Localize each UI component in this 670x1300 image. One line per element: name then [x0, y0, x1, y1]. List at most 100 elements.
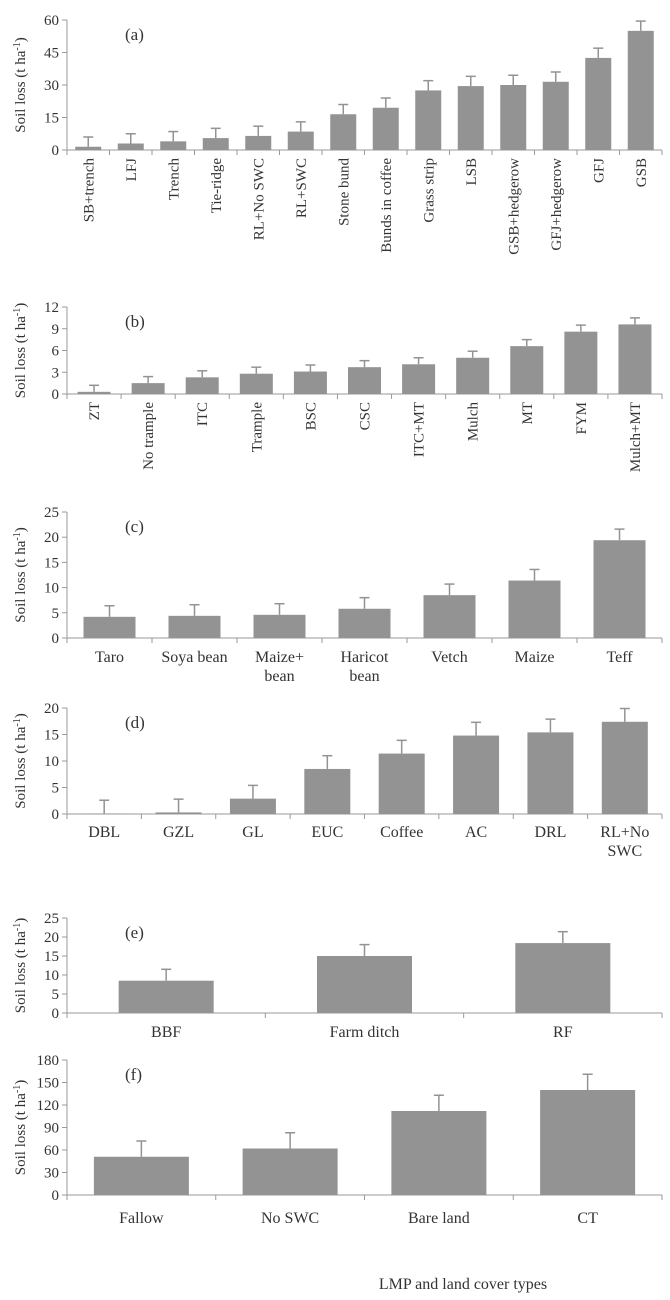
- x-tick-label: Mulch+MT: [628, 402, 644, 472]
- x-tick-label: BSC: [303, 402, 319, 430]
- x-tick-label: Trench: [166, 158, 182, 200]
- bar: [593, 540, 646, 638]
- x-tick-label: SB+trench: [81, 158, 97, 223]
- x-tick-label: ZT: [87, 402, 103, 420]
- x-tick-label: ITC: [195, 402, 211, 426]
- bar: [423, 595, 476, 638]
- x-tick-label: Fallow: [119, 1210, 164, 1227]
- bar: [242, 1148, 338, 1195]
- bar: [155, 812, 202, 814]
- bar: [93, 1156, 189, 1195]
- bar: [508, 580, 561, 638]
- x-tick-label: BBF: [151, 1024, 181, 1041]
- bar: [117, 143, 144, 150]
- x-tick-label: EUC: [311, 824, 343, 841]
- bar: [160, 141, 187, 150]
- bar: [185, 377, 219, 394]
- bar: [348, 367, 381, 394]
- y-tick-label: 12: [44, 300, 59, 316]
- y-tick-label: 30: [44, 78, 59, 94]
- bar: [131, 383, 165, 394]
- x-tick-label: AC: [465, 824, 487, 841]
- y-axis-label: Soil loss (t ha-1): [12, 1080, 29, 1175]
- y-tick-label: 45: [44, 46, 59, 62]
- y-tick-label: 15: [44, 949, 59, 965]
- bar: [540, 1090, 636, 1195]
- panel-label: (f): [125, 1065, 142, 1084]
- x-tick-label: GFJ+hedgerow: [549, 158, 565, 251]
- x-tick-label: No trample: [141, 402, 157, 470]
- y-tick-label: 60: [44, 1143, 59, 1159]
- x-tick-label: RL+No SWC: [600, 824, 649, 860]
- panel-label: (a): [125, 25, 144, 44]
- bar: [601, 721, 648, 814]
- x-tick-label: Maize: [515, 649, 555, 666]
- bar: [77, 391, 111, 394]
- y-axis-label: Soil loss (t ha-1): [12, 713, 29, 808]
- x-tick-label: Mulch: [466, 402, 482, 442]
- bar: [527, 732, 574, 814]
- y-tick-label: 10: [44, 581, 59, 597]
- x-tick-label: RL+SWC: [294, 158, 310, 218]
- y-tick-label: 0: [52, 143, 60, 159]
- bar: [564, 331, 598, 394]
- x-tick-label: GL: [242, 824, 263, 841]
- bar: [618, 324, 652, 394]
- x-tick-label: GSB+hedgerow: [506, 158, 522, 255]
- bar: [75, 146, 102, 150]
- x-tick-label: MT: [520, 402, 536, 425]
- y-axis-label: Soil loss (t ha-1): [12, 303, 29, 398]
- x-tick-label: GFJ: [591, 158, 607, 183]
- chart-panel-4: 0 5 10 15 20 DBL GZL GL EUC Coffee AC DRL RL+No SWC (d…: [12, 701, 663, 860]
- bar: [457, 86, 484, 150]
- figure-x-axis-label: LMP and land cover types: [379, 1276, 547, 1293]
- y-tick-label: 0: [52, 387, 60, 403]
- x-tick-label: Stone bund: [336, 158, 352, 226]
- x-tick-label: DRL: [534, 824, 566, 841]
- bar: [287, 131, 314, 150]
- x-tick-label: Teff: [606, 649, 633, 666]
- chart-panel-6: 0 30 60 90 120 150 180 Fallow No SWC Bare land CT (…: [12, 1053, 663, 1227]
- x-tick-label: Farm ditch: [330, 1024, 400, 1041]
- y-tick-label: 0: [52, 1006, 60, 1022]
- bar: [202, 138, 229, 150]
- panel-label: (e): [125, 923, 144, 942]
- bar: [378, 753, 425, 814]
- x-tick-label: GSB: [634, 158, 650, 187]
- bar: [415, 90, 442, 150]
- x-tick-label: LFJ: [124, 158, 140, 182]
- x-tick-label: Soya bean: [161, 649, 227, 666]
- y-tick-label: 20: [44, 701, 59, 717]
- y-tick-label: 20: [44, 530, 59, 546]
- y-tick-label: 150: [37, 1076, 60, 1092]
- bar: [500, 85, 527, 150]
- panel-label: (b): [125, 312, 145, 331]
- x-tick-label: RF: [553, 1024, 573, 1041]
- y-tick-label: 20: [44, 930, 59, 946]
- x-tick-label: Vetch: [431, 649, 467, 666]
- x-tick-label: Maize+ bean: [255, 649, 304, 685]
- x-tick-label: LSB: [464, 158, 480, 186]
- y-tick-label: 10: [44, 754, 59, 770]
- y-tick-label: 0: [52, 631, 60, 647]
- bar: [391, 1111, 487, 1195]
- y-tick-label: 5: [52, 781, 60, 797]
- bar: [510, 346, 544, 394]
- x-tick-label: FYM: [574, 402, 590, 435]
- bar: [456, 357, 490, 394]
- bar: [293, 371, 327, 394]
- bar: [542, 81, 569, 150]
- x-tick-label: Coffee: [380, 824, 423, 841]
- x-tick-label: Haricot bean: [341, 649, 390, 685]
- y-tick-label: 10: [44, 968, 59, 984]
- x-tick-label: DBL: [88, 824, 120, 841]
- y-tick-label: 25: [44, 505, 59, 521]
- panel-label: (c): [125, 517, 144, 536]
- bar: [245, 135, 272, 150]
- y-axis-label: Soil loss (t ha-1): [12, 37, 29, 132]
- bar: [239, 373, 273, 394]
- y-tick-label: 180: [37, 1053, 60, 1069]
- bar: [168, 615, 221, 638]
